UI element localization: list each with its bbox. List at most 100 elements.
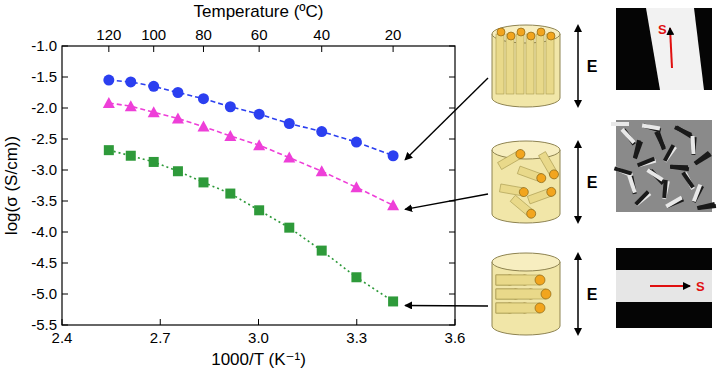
y-tick <box>62 46 68 47</box>
micrograph-inset <box>616 248 712 328</box>
data-point <box>104 145 114 155</box>
y-tick-right <box>449 325 455 326</box>
x2-tick <box>108 46 109 52</box>
x2-tick <box>153 46 154 52</box>
data-point <box>388 150 399 161</box>
y-tick-right <box>449 232 455 233</box>
y-tick-right <box>449 77 455 78</box>
y-tick-right <box>449 263 455 264</box>
field-arrow <box>577 256 579 332</box>
y-tick-label: -1.5 <box>31 68 57 85</box>
data-point <box>284 118 295 129</box>
x-axis-label: 1000/T (K⁻¹) <box>211 350 306 369</box>
data-point <box>387 199 399 210</box>
field-label: E <box>587 286 598 303</box>
pointer-arrow <box>405 194 488 209</box>
micrograph-inset <box>616 8 712 90</box>
data-point <box>103 97 115 108</box>
data-point <box>254 109 265 120</box>
data-point <box>351 272 361 282</box>
x2-tick-label: 40 <box>313 26 330 43</box>
x2-tick <box>393 46 394 52</box>
x-tick-label: 3.0 <box>248 329 269 346</box>
data-point <box>316 126 327 137</box>
y-tick <box>62 294 68 295</box>
data-point <box>317 246 327 256</box>
chart: 2.42.73.03.33.612010080604020-1.0-1.5-2.… <box>0 0 718 376</box>
data-point <box>253 139 265 150</box>
y-tick-label: -3.0 <box>31 161 57 178</box>
y-tick-label: -5.5 <box>31 316 57 333</box>
orientation-arrow <box>670 28 672 68</box>
y-tick-right <box>449 139 455 140</box>
y-tick <box>62 170 68 171</box>
schematic-cylinder <box>492 253 560 335</box>
data-point <box>225 101 236 112</box>
micrograph-inset <box>611 120 716 212</box>
x2-tick-label: 100 <box>141 26 166 43</box>
y-tick-label: -1.0 <box>31 37 57 54</box>
x2-tick <box>203 46 204 52</box>
schematic-cylinder <box>492 141 560 223</box>
data-point <box>198 93 209 104</box>
field-label: E <box>587 58 598 75</box>
y-tick-label: -2.0 <box>31 99 57 116</box>
data-point <box>316 165 328 176</box>
data-point <box>173 166 183 176</box>
x2-axis-label: Temperature (ºC) <box>194 2 324 21</box>
data-point <box>149 157 159 167</box>
orientation-label: S <box>658 22 667 37</box>
y-tick <box>62 232 68 233</box>
y-tick-right <box>449 108 455 109</box>
orientation-arrow <box>650 285 690 287</box>
data-point <box>148 106 160 117</box>
y-tick-label: -5.0 <box>31 285 57 302</box>
x-tick-label: 3.3 <box>346 329 367 346</box>
x2-tick-label: 80 <box>195 26 212 43</box>
x2-tick-label: 120 <box>96 26 121 43</box>
orientation-label: S <box>696 279 705 294</box>
data-point <box>148 81 159 92</box>
x2-tick <box>321 46 322 52</box>
y-tick-right <box>449 46 455 47</box>
y-tick-label: -3.5 <box>31 192 57 209</box>
y-tick <box>62 108 68 109</box>
series-line <box>109 150 393 301</box>
y-tick <box>62 201 68 202</box>
data-point <box>254 205 264 215</box>
x-tick <box>356 319 357 325</box>
y-axis-label: log(σ (S/cm)) <box>2 136 21 235</box>
y-tick-label: -4.0 <box>31 223 57 240</box>
data-point <box>126 151 136 161</box>
data-point <box>198 177 208 187</box>
field-arrow <box>577 28 579 104</box>
x-tick <box>62 319 63 325</box>
data-point <box>350 181 362 192</box>
data-point <box>283 152 295 163</box>
series-line <box>109 103 393 205</box>
y-tick-right <box>449 294 455 295</box>
data-point <box>125 76 136 87</box>
x-tick <box>258 319 259 325</box>
y-tick <box>62 77 68 78</box>
data-point <box>351 137 362 148</box>
data-point <box>125 100 137 111</box>
pointer-arrow <box>405 78 488 160</box>
series-line <box>109 80 393 156</box>
x2-tick-label: 60 <box>251 26 268 43</box>
y-tick <box>62 325 68 326</box>
data-point <box>388 296 398 306</box>
x-tick <box>160 319 161 325</box>
field-label: E <box>587 174 598 191</box>
plot-frame <box>62 46 455 325</box>
data-point <box>197 121 209 132</box>
data-point <box>172 87 183 98</box>
y-tick <box>62 139 68 140</box>
plot-area <box>103 75 399 307</box>
data-point <box>224 130 236 141</box>
field-arrow <box>577 144 579 220</box>
x2-tick-label: 20 <box>385 26 402 43</box>
x-tick-label: 2.7 <box>150 329 171 346</box>
y-tick <box>62 263 68 264</box>
y-tick-label: -4.5 <box>31 254 57 271</box>
